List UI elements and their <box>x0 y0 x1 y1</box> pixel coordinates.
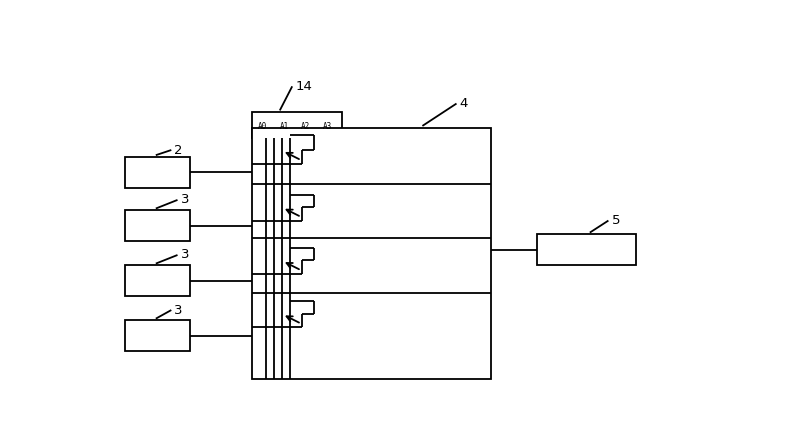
Bar <box>125 266 190 296</box>
Bar <box>125 210 190 241</box>
Text: A2: A2 <box>302 122 310 131</box>
Text: 5: 5 <box>611 214 620 227</box>
Bar <box>252 128 490 379</box>
Text: 3: 3 <box>174 304 183 316</box>
Bar <box>125 157 190 188</box>
Text: A3: A3 <box>322 122 332 131</box>
Text: 2: 2 <box>174 143 183 156</box>
Text: 4: 4 <box>459 97 468 110</box>
Text: 3: 3 <box>181 249 189 261</box>
Bar <box>252 112 342 138</box>
Bar <box>537 234 636 266</box>
Text: A0: A0 <box>258 122 267 131</box>
Text: 3: 3 <box>181 194 189 207</box>
Bar <box>125 320 190 351</box>
Text: 14: 14 <box>295 80 312 93</box>
Text: A1: A1 <box>280 122 289 131</box>
